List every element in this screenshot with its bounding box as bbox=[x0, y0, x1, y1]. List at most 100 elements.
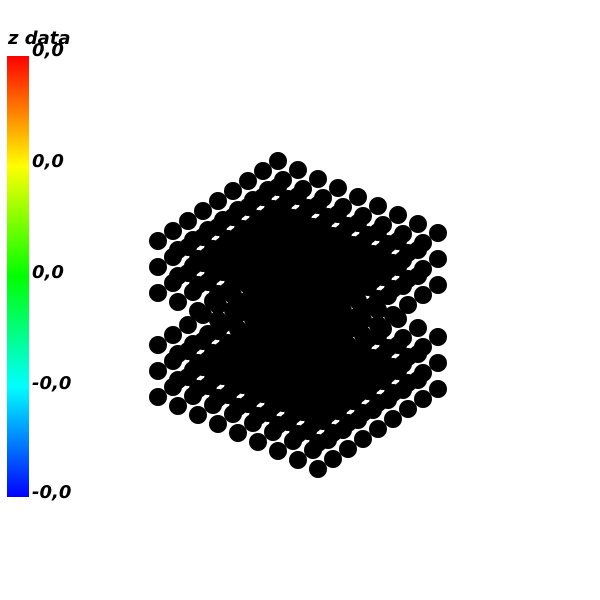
scatter-point bbox=[149, 362, 167, 380]
scatter-point bbox=[259, 181, 277, 199]
scatter-point bbox=[354, 300, 372, 318]
scatter-point bbox=[369, 197, 387, 215]
scatter-point bbox=[279, 190, 297, 208]
scatter-point bbox=[399, 374, 417, 392]
scatter-point bbox=[429, 250, 447, 268]
scatter-point bbox=[334, 369, 352, 387]
scatter-point bbox=[399, 296, 417, 314]
scatter-point bbox=[414, 364, 432, 382]
scatter-point bbox=[279, 257, 297, 275]
scatter-point bbox=[399, 270, 417, 288]
scatter-point bbox=[244, 362, 262, 380]
scatter-point bbox=[209, 192, 227, 210]
scatter-point bbox=[329, 246, 347, 264]
scatter-point bbox=[319, 379, 337, 397]
scatter-point bbox=[309, 408, 327, 426]
scatter-point bbox=[384, 410, 402, 428]
scatter-point bbox=[249, 210, 267, 228]
scatter-point bbox=[309, 170, 327, 188]
scatter-point bbox=[149, 336, 167, 354]
scatter-point bbox=[429, 276, 447, 294]
scatter-point bbox=[429, 224, 447, 242]
scatter-point bbox=[259, 248, 277, 266]
scatter-point bbox=[209, 415, 227, 433]
scatter-point bbox=[339, 414, 357, 432]
scatter-point bbox=[209, 285, 227, 303]
scatter-point bbox=[189, 302, 207, 320]
scatter-point bbox=[264, 267, 282, 285]
scatter-point bbox=[284, 209, 302, 227]
scatter-point bbox=[219, 334, 237, 352]
scatter-point bbox=[149, 258, 167, 276]
scatter-point bbox=[189, 380, 207, 398]
scatter-point bbox=[329, 179, 347, 197]
scatter-point bbox=[289, 425, 307, 443]
scatter-point bbox=[379, 235, 397, 253]
scatter-point bbox=[254, 162, 272, 180]
scatter-point bbox=[204, 344, 222, 362]
colorbar-tick-label: 0,0 bbox=[32, 151, 64, 172]
scatter-point bbox=[314, 189, 332, 207]
scatter-point bbox=[339, 336, 357, 354]
scatter-point bbox=[324, 424, 342, 442]
colorbar bbox=[7, 56, 29, 497]
scatter-point bbox=[169, 371, 187, 389]
scatter-point bbox=[279, 361, 297, 379]
scatter-point bbox=[364, 245, 382, 263]
colorbar-tick-label: -0,0 bbox=[32, 482, 72, 503]
scatter-point bbox=[229, 424, 247, 442]
scatter-point bbox=[334, 265, 352, 283]
scatter-point bbox=[229, 268, 247, 286]
scatter-point bbox=[324, 320, 342, 338]
scatter-point bbox=[299, 370, 317, 388]
scatter-point bbox=[354, 207, 372, 225]
scatter-point bbox=[344, 236, 362, 254]
scatter-point bbox=[289, 347, 307, 365]
scatter-point bbox=[414, 286, 432, 304]
scatter-point bbox=[209, 389, 227, 407]
scatter-point bbox=[304, 218, 322, 236]
scatter-point bbox=[189, 354, 207, 372]
scatter-point bbox=[339, 388, 357, 406]
scatter-point bbox=[269, 416, 287, 434]
scatter-point bbox=[254, 229, 272, 247]
scatter-point bbox=[189, 406, 207, 424]
scatter-point bbox=[354, 430, 372, 448]
scatter-point bbox=[394, 225, 412, 243]
colorbar-title: z data bbox=[8, 28, 71, 49]
scatter-point bbox=[229, 320, 247, 338]
scatter-point bbox=[264, 371, 282, 389]
scatter-point bbox=[284, 276, 302, 294]
scatter-point bbox=[269, 152, 287, 170]
scatter-point bbox=[374, 216, 392, 234]
scatter-point bbox=[364, 349, 382, 367]
scatter-point bbox=[349, 255, 367, 273]
scatter-point bbox=[269, 312, 287, 330]
scatter-point bbox=[164, 222, 182, 240]
scatter-point bbox=[384, 358, 402, 376]
scatter-point bbox=[209, 311, 227, 329]
scatter-point bbox=[209, 363, 227, 381]
scatter-point bbox=[199, 221, 217, 239]
scatter-point bbox=[314, 256, 332, 274]
scatter-point bbox=[179, 212, 197, 230]
scatter-point bbox=[369, 264, 387, 282]
scatter-point bbox=[384, 280, 402, 298]
scatter-point bbox=[194, 202, 212, 220]
scatter-point bbox=[384, 306, 402, 324]
scatter-point bbox=[384, 384, 402, 402]
scatter-point bbox=[229, 372, 247, 390]
scatter-point bbox=[239, 343, 257, 361]
scatter-point bbox=[334, 198, 352, 216]
scatter-point bbox=[239, 172, 257, 190]
scatter-point bbox=[244, 191, 262, 209]
scatter-point bbox=[269, 286, 287, 304]
scatter-point bbox=[249, 433, 267, 451]
scatter-point bbox=[289, 321, 307, 339]
scatter-point bbox=[269, 442, 287, 460]
scatter-point bbox=[189, 250, 207, 268]
scatter-point bbox=[319, 275, 337, 293]
scatter-point bbox=[249, 329, 267, 347]
scatter-point bbox=[169, 397, 187, 415]
